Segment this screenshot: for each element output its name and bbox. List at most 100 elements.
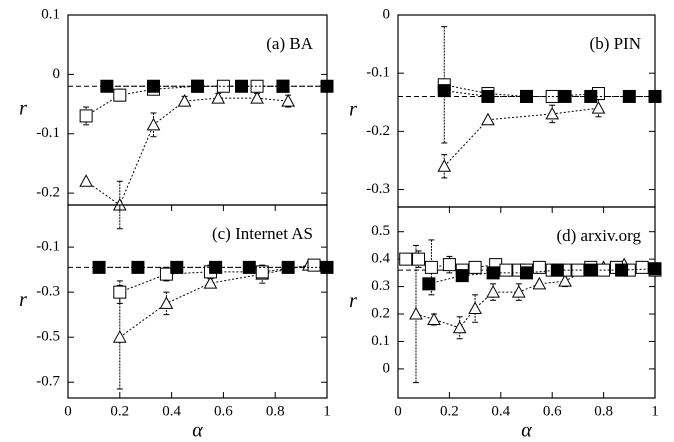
marker: [558, 89, 572, 103]
marker: [170, 260, 184, 274]
y-axis-label: r: [19, 289, 27, 311]
marker: [437, 159, 452, 172]
y-tick-label: -0.1: [36, 125, 60, 141]
marker: [635, 260, 649, 274]
marker: [511, 285, 526, 298]
y-tick-label: -0.2: [366, 123, 390, 139]
error-bar: [150, 112, 157, 138]
marker: [422, 277, 436, 291]
marker: [281, 94, 295, 107]
y-tick-label: -0.1: [36, 239, 60, 255]
x-tick-label: 0: [64, 403, 72, 419]
x-tick-label: 0: [394, 403, 402, 419]
y-axis-label: r: [349, 99, 357, 121]
marker: [250, 79, 264, 93]
y-tick-label: 0.4: [371, 251, 390, 267]
x-tick-label: 0.4: [491, 403, 510, 419]
marker: [79, 109, 93, 123]
marker: [409, 306, 423, 320]
y-tick-label: 0.2: [371, 305, 390, 321]
marker: [242, 260, 256, 274]
marker: [481, 89, 495, 103]
marker: [79, 174, 93, 187]
marker: [571, 263, 585, 277]
marker: [100, 79, 114, 93]
y-tick-label: 0.5: [371, 223, 390, 239]
marker: [131, 260, 145, 274]
marker: [203, 276, 218, 289]
series-line: [443, 107, 599, 167]
x-tick-label: 0.2: [110, 403, 129, 419]
y-tick-label: -0.7: [36, 374, 60, 390]
marker: [92, 260, 106, 274]
panel-title: (b) PIN: [590, 34, 641, 53]
marker: [437, 84, 451, 98]
marker: [558, 274, 572, 287]
x-axis-label: α: [521, 420, 532, 442]
marker: [532, 260, 546, 274]
marker: [427, 312, 441, 326]
error-bar: [116, 180, 123, 230]
marker: [452, 320, 467, 334]
error-bar: [441, 154, 448, 179]
marker: [584, 263, 598, 277]
y-tick-label: -0.5: [36, 329, 60, 345]
y-tick-label: 0: [53, 66, 61, 82]
marker: [211, 91, 226, 104]
marker: [615, 263, 629, 277]
error-bar: [116, 280, 123, 304]
marker: [648, 262, 662, 276]
marker: [276, 79, 290, 93]
marker: [255, 265, 269, 279]
marker: [648, 89, 662, 103]
y-tick-label: -0.2: [36, 185, 60, 201]
marker: [320, 79, 334, 93]
y-axis-label: r: [349, 290, 357, 312]
marker: [486, 285, 500, 298]
marker: [455, 269, 469, 283]
panel-title: (d) arxiv.org: [556, 226, 641, 245]
series-line: [85, 97, 289, 206]
error-bar: [163, 291, 170, 316]
marker: [550, 263, 564, 277]
marker: [191, 79, 204, 93]
marker: [584, 89, 598, 103]
x-tick-label: 1: [651, 403, 659, 419]
y-axis-label: r: [19, 98, 27, 120]
marker: [520, 266, 533, 280]
marker: [468, 301, 482, 315]
y-tick-label: -0.3: [366, 181, 390, 197]
marker: [307, 258, 321, 272]
marker: [442, 258, 456, 272]
marker: [412, 252, 426, 266]
marker: [591, 101, 606, 114]
x-tick-label: 0.6: [214, 403, 233, 419]
marker: [481, 112, 495, 126]
marker: [113, 88, 127, 102]
marker: [520, 89, 533, 103]
error-bar: [549, 104, 556, 124]
marker: [177, 94, 192, 107]
marker: [281, 260, 295, 274]
marker: [235, 79, 249, 93]
y-tick-label: 0: [383, 360, 391, 376]
x-tick-label: 0.4: [162, 403, 181, 419]
x-tick-label: 0.2: [440, 403, 459, 419]
marker: [209, 260, 223, 274]
y-tick-label: -0.1: [366, 65, 390, 81]
marker: [622, 89, 636, 103]
marker: [532, 276, 547, 290]
y-tick-label: -0.3: [36, 284, 60, 300]
error-bar: [83, 106, 90, 126]
marker: [468, 260, 482, 274]
x-axis-label: α: [192, 420, 203, 442]
marker: [486, 266, 500, 280]
series-line: [119, 264, 315, 293]
marker: [146, 79, 160, 93]
y-tick-label: 0.1: [41, 6, 60, 22]
marker: [499, 263, 513, 277]
panel-title: (c) Internet AS: [212, 224, 313, 243]
marker: [399, 252, 413, 266]
